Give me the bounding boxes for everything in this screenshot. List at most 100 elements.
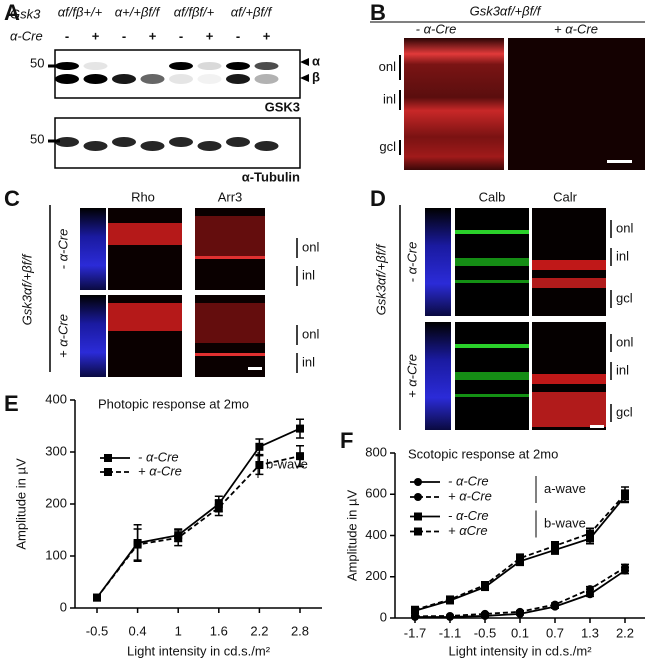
data-point [516, 554, 524, 563]
lane-sign: - [179, 28, 183, 43]
series-line [96, 427, 301, 599]
data-point [621, 563, 629, 572]
layer-label: gcl [616, 404, 633, 419]
gene-label: Gsk3 [10, 6, 41, 21]
genotype-label: αf/+βf/f [231, 4, 273, 19]
stain-band [455, 230, 529, 234]
y-tick-label: 0 [60, 599, 67, 614]
blot-band [197, 141, 222, 151]
blot-band [112, 137, 136, 147]
lane-sign: + [92, 28, 100, 43]
blot-band [169, 62, 193, 70]
stain-band [455, 258, 529, 266]
genotype-label: α+/+βf/f [115, 4, 161, 19]
stain-band [532, 278, 606, 288]
blot-band [254, 62, 279, 70]
layer-label: inl [616, 362, 629, 377]
data-point [255, 442, 264, 451]
blot-gsk3 [54, 49, 301, 99]
legend-marker [414, 527, 422, 536]
scale-bar [607, 160, 632, 163]
data-point [446, 611, 454, 620]
panel-label: D [370, 186, 386, 211]
legend-marker [104, 454, 112, 462]
row-label: + α-Cre [55, 314, 70, 358]
layer-label: inl [302, 267, 315, 282]
x-tick-label: 0.1 [511, 625, 529, 640]
dapi-image [80, 295, 106, 377]
dapi-image [425, 208, 451, 316]
layer-label: onl [616, 220, 633, 235]
stain-band [195, 216, 265, 256]
chart-title: Scotopic response at 2mo [408, 446, 558, 461]
lane-sign: + [149, 28, 157, 43]
blot-band [169, 74, 193, 84]
x-tick-label: 1.3 [581, 625, 599, 640]
blot-name: α-Tubulin [242, 169, 300, 184]
blot-band [226, 62, 250, 70]
lane-sign: - [65, 28, 69, 43]
stain-label: Calb [479, 189, 506, 204]
blot-band [140, 74, 165, 84]
y-tick-label: 400 [365, 527, 387, 542]
lane-sign: + [206, 28, 214, 43]
blot-band [112, 74, 136, 84]
x-tick-label: 2.8 [291, 623, 309, 638]
data-point [446, 595, 454, 604]
blot-band [169, 137, 193, 147]
genotype-label: αf/fβ+/+ [58, 4, 103, 19]
stain-band [532, 374, 606, 384]
y-tick-label: 600 [365, 486, 387, 501]
stain-band [532, 260, 606, 270]
y-tick-label: 0 [380, 609, 387, 624]
row-label: - α-Cre [55, 229, 70, 270]
data-point [296, 424, 304, 433]
genotype-label: αf/fβf/+ [174, 4, 215, 19]
legend-label: - α-Cre [448, 473, 489, 488]
panel-label: F [340, 428, 353, 453]
marker-label: 50 [30, 131, 44, 146]
data-point [255, 461, 264, 469]
lane-sign: - [236, 28, 240, 43]
stain-image [108, 208, 182, 290]
x-tick-label: 1 [175, 623, 182, 638]
row-label: + α-Cre [404, 354, 419, 398]
x-tick-label: -0.5 [474, 625, 496, 640]
y-axis-label: Amplitude in µV [13, 458, 28, 550]
marker-label: 50 [30, 55, 44, 70]
legend-label: - α-Cre [138, 449, 179, 464]
lane-sign: - [122, 28, 126, 43]
series-line [96, 455, 301, 599]
panel-label: B [370, 0, 386, 25]
band-label: β [312, 69, 320, 84]
lane-sign: + [263, 28, 271, 43]
y-tick-label: 200 [365, 568, 387, 583]
blot-band [83, 74, 108, 84]
legend-label: + α-Cre [448, 488, 492, 503]
data-point [586, 529, 594, 538]
stain-band [195, 303, 265, 343]
blot-band [55, 137, 79, 147]
stain-band [108, 303, 182, 331]
blot-band [55, 62, 79, 70]
scale-bar [590, 425, 604, 428]
x-tick-label: 0.4 [129, 623, 147, 638]
column-label: + α-Cre [554, 21, 598, 36]
genotype-label: Gsk3αf/+βf/f [19, 253, 34, 325]
x-tick-label: -0.5 [86, 623, 108, 638]
y-tick-label: 300 [45, 443, 67, 458]
blot-band [254, 141, 279, 151]
stain-label: Arr3 [218, 189, 243, 204]
stain-band [108, 223, 182, 245]
x-tick-label: -1.1 [439, 625, 461, 640]
data-point [481, 581, 489, 589]
stain-band [195, 256, 265, 259]
legend-label: + α-Cre [138, 463, 182, 478]
blot-band [140, 141, 165, 151]
x-tick-label: 1.6 [210, 623, 228, 638]
blot-band [83, 141, 108, 151]
blot-band [197, 74, 222, 84]
legend-marker [414, 493, 422, 501]
blot-band [83, 62, 108, 70]
